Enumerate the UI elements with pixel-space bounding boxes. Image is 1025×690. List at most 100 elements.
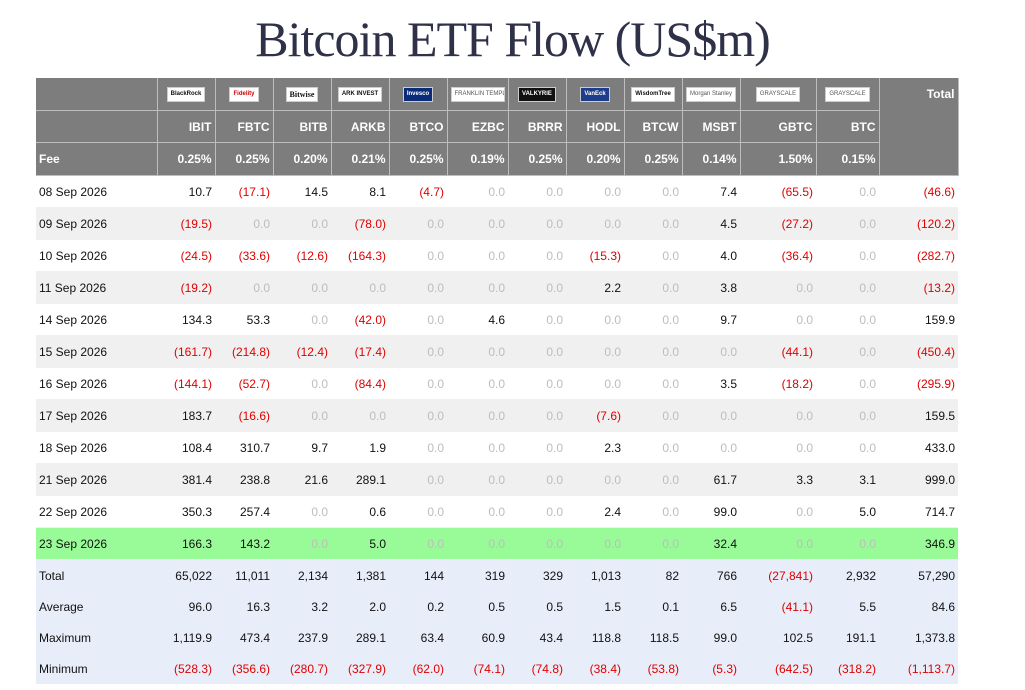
flow-cell: (78.0): [331, 207, 389, 240]
flow-cell: 0.0: [215, 207, 273, 240]
table-row: 22 Sep 2026 350.3 257.4 0.0 0.6 0.0 0.0 0.0 2.4 0…: [36, 495, 958, 528]
total-header-label: Total: [926, 87, 955, 101]
flow-cell: 0.0: [389, 335, 447, 368]
fee-label: Fee: [36, 142, 158, 176]
stats-cell: (38.4): [566, 653, 624, 684]
flow-cell: 381.4: [157, 463, 215, 496]
flow-cell: 0.0: [816, 207, 879, 240]
flow-cell: 3.5: [682, 367, 740, 400]
flow-cell: 0.0: [508, 527, 566, 560]
flow-cell: (36.4): [740, 239, 816, 272]
stats-cell: (53.8): [624, 653, 682, 684]
flow-cell: 0.0: [273, 527, 331, 560]
flow-cell: 0.0: [331, 399, 389, 432]
flow-cell: 9.7: [682, 303, 740, 336]
issuer-logo-cell: WisdomTree: [624, 78, 683, 111]
flow-cell: 0.0: [508, 431, 566, 464]
date-cell: 15 Sep 2026: [36, 335, 157, 368]
issuer-logo: GRAYSCALE: [755, 86, 801, 102]
issuer-logo: GRAYSCALE: [825, 86, 870, 102]
stats-cell: 237.9: [273, 622, 331, 653]
issuer-logo: Fidelity: [229, 86, 259, 102]
stats-cell: (62.0): [389, 653, 447, 684]
stats-row: Maximum 1,119.9 473.4 237.9 289.1 63.4 60.9 43.…: [36, 622, 958, 653]
row-total-cell: 714.7: [879, 495, 958, 528]
issuer-logo-cell: ARK INVEST: [331, 78, 390, 111]
stats-cell: 65,022: [157, 559, 215, 591]
row-total-cell: 159.5: [879, 399, 958, 432]
flow-cell: (42.0): [331, 303, 389, 336]
table-row: 17 Sep 2026 183.7 (16.6) 0.0 0.0 0.0 0.0 0.0 (7.…: [36, 399, 958, 432]
ticker-corner: [36, 110, 158, 143]
stats-cell: 0.1: [624, 591, 682, 622]
flow-cell: 0.0: [740, 271, 816, 304]
date-cell: 18 Sep 2026: [36, 431, 157, 464]
flow-cell: 3.3: [740, 463, 816, 496]
issuer-logo-cell: GRAYSCALE: [740, 78, 817, 111]
fee-cell: 0.25%: [215, 142, 274, 176]
flow-cell: (17.1): [215, 175, 273, 208]
flow-cell: (19.5): [157, 207, 215, 240]
flow-cell: 134.3: [157, 303, 215, 336]
flow-cell: 0.0: [447, 207, 508, 240]
flow-cell: 0.0: [389, 495, 447, 528]
stats-cell: 1,381: [331, 559, 389, 591]
flow-cell: 0.0: [624, 303, 682, 336]
flow-cell: 2.3: [566, 431, 624, 464]
ticker-header: MSBT: [682, 110, 741, 143]
flow-cell: (84.4): [331, 367, 389, 400]
flow-cell: (19.2): [157, 271, 215, 304]
flow-cell: (15.3): [566, 239, 624, 272]
flow-cell: 0.0: [508, 463, 566, 496]
flow-cell: (24.5): [157, 239, 215, 272]
page-title: Bitcoin ETF Flow (US$m): [255, 11, 771, 67]
flow-cell: 4.5: [682, 207, 740, 240]
stats-cell: 2,134: [273, 559, 331, 591]
fee-cell: 0.19%: [447, 142, 509, 176]
flow-cell: 0.0: [740, 495, 816, 528]
flow-cell: 0.0: [740, 303, 816, 336]
flow-cell: 0.0: [682, 431, 740, 464]
ticker-header: GBTC: [740, 110, 817, 143]
flow-cell: 0.0: [624, 463, 682, 496]
stats-row: Total 65,022 11,011 2,134 1,381 144 319 329 1,01…: [36, 559, 958, 591]
stats-cell: (280.7): [273, 653, 331, 684]
stats-cell: (74.1): [447, 653, 508, 684]
flow-cell: 0.0: [447, 495, 508, 528]
flow-cell: 0.0: [389, 303, 447, 336]
date-cell: 16 Sep 2026: [36, 367, 157, 400]
stats-cell: 329: [508, 559, 566, 591]
issuer-logo-cell: FRANKLIN TEMPLETON: [447, 78, 509, 111]
flow-cell: 0.0: [389, 399, 447, 432]
flow-cell: 0.0: [624, 399, 682, 432]
flow-cell: 3.1: [816, 463, 879, 496]
stats-cell: 0.2: [389, 591, 447, 622]
stats-total-cell: 84.6: [879, 591, 958, 622]
flow-cell: 0.6: [331, 495, 389, 528]
flow-cell: 2.4: [566, 495, 624, 528]
flow-cell: (17.4): [331, 335, 389, 368]
stats-cell: 3.2: [273, 591, 331, 622]
header-corner: [36, 78, 158, 111]
flow-cell: 0.0: [508, 207, 566, 240]
flow-cell: 99.0: [682, 495, 740, 528]
flow-cell: 3.8: [682, 271, 740, 304]
stats-cell: 319: [447, 559, 508, 591]
stats-cell: 43.4: [508, 622, 566, 653]
issuer-logo-cell: Fidelity: [215, 78, 274, 111]
flow-cell: 0.0: [273, 303, 331, 336]
flow-cell: (4.7): [389, 175, 447, 208]
flow-cell: 0.0: [508, 495, 566, 528]
table-row: 09 Sep 2026 (19.5) 0.0 0.0 (78.0) 0.0 0.0 0.0 0.…: [36, 207, 958, 240]
stats-cell: (27,841): [740, 559, 816, 591]
stats-cell: 11,011: [215, 559, 273, 591]
flow-cell: 0.0: [816, 527, 879, 560]
stats-cell: 5.5: [816, 591, 879, 622]
fee-cell: 0.20%: [273, 142, 332, 176]
row-total-cell: 159.9: [879, 303, 958, 336]
issuer-logo: BlackRock: [166, 86, 206, 102]
flow-cell: 0.0: [624, 367, 682, 400]
ticker-header: BITB: [273, 110, 332, 143]
issuer-logo: VanEck: [580, 86, 610, 102]
flow-cell: 0.0: [508, 271, 566, 304]
